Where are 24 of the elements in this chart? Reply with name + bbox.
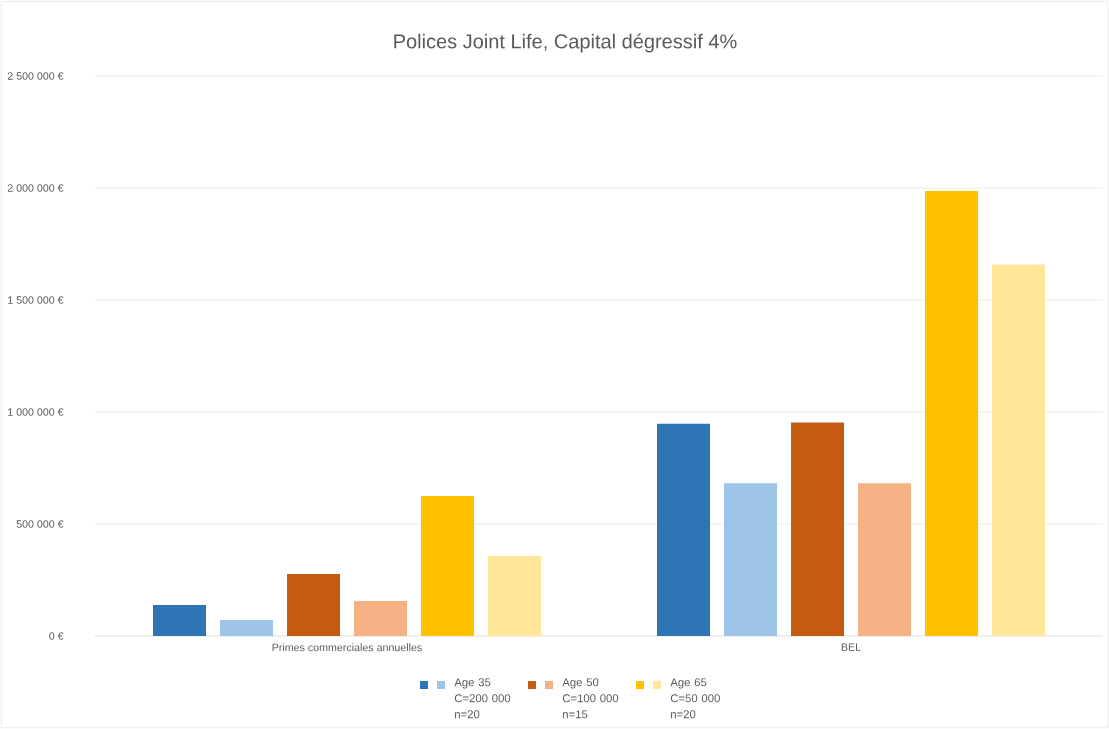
bar — [724, 483, 777, 636]
bar — [354, 601, 407, 636]
y-tick-label: 500 000 € — [16, 520, 64, 528]
y-tick-label: 1 500 000 € — [8, 296, 64, 304]
x-tick-label: BEL — [841, 643, 861, 651]
y-tick-label: 0 € — [49, 632, 64, 640]
bar — [488, 556, 541, 636]
bar — [992, 264, 1045, 636]
bar — [421, 496, 475, 636]
bar — [153, 605, 207, 636]
bar — [657, 423, 711, 636]
bar — [220, 620, 273, 636]
y-tick-label: 1 000 000 € — [8, 408, 64, 416]
legend-label: Age 65 C=50 000 n=20 — [670, 678, 720, 719]
bar — [287, 573, 341, 636]
legend-label: Age 35 C=200 000 n=20 — [454, 678, 511, 719]
y-tick-label: 2 500 000 € — [7, 72, 64, 80]
chart-title: Polices Joint Life, Capital dégressif 4% — [394, 33, 737, 53]
x-tick-label: Primes commerciales annuelles — [272, 643, 422, 652]
y-tick-label: 2 000 000 € — [7, 184, 64, 192]
legend-label: Age 50 C=100 000 n=15 — [562, 678, 619, 719]
bar — [791, 422, 845, 636]
bar — [925, 190, 979, 636]
bar — [858, 483, 911, 636]
